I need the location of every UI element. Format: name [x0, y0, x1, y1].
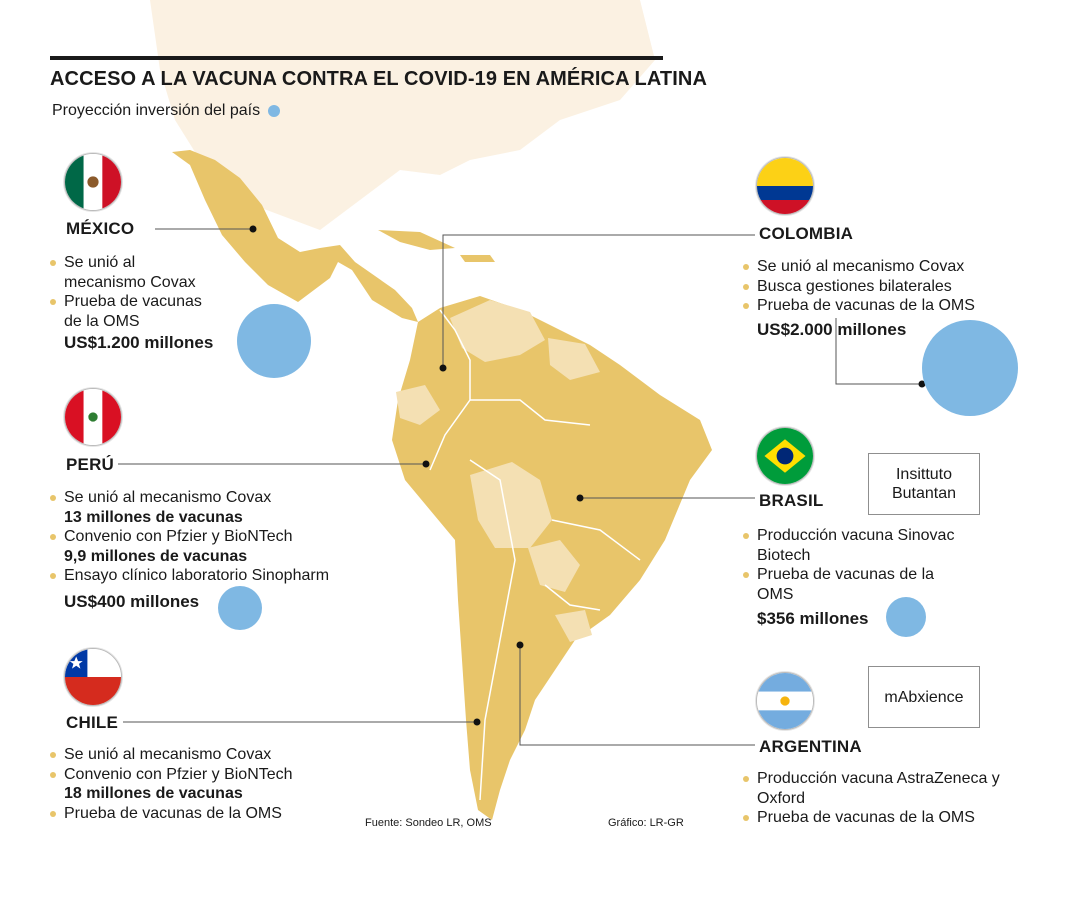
country-name-mexico: MÉXICO: [66, 219, 135, 238]
bolivia-shape: [470, 462, 552, 548]
country-name-colombia: COLOMBIA: [759, 224, 854, 243]
chile-item-3: 18 millones de vacunas: [64, 785, 243, 802]
country-name-chile: CHILE: [66, 713, 118, 732]
brasil-marker: [576, 494, 584, 502]
paraguay-shape: [528, 540, 580, 592]
caribbean-island-shape: [460, 255, 495, 262]
mexico-amount: US$1.200 millones: [64, 333, 214, 352]
cuba-shape: [378, 230, 455, 250]
peru-item-3: Convenio con Pfzier y BioNTech: [50, 527, 370, 547]
peru-amount: US$400 millones: [64, 592, 200, 611]
peru-item-5: Ensayo clínico laboratorio Sinopharm: [50, 566, 370, 586]
uruguay-shape: [555, 610, 592, 642]
argentina-marker: [516, 641, 524, 649]
argentina-item-1: Producción vacuna AstraZeneca y Oxford: [743, 769, 1043, 808]
argentina-lab-box: mAbxience: [868, 666, 980, 728]
chile-item-4: Prueba de vacunas de la OMS: [50, 804, 370, 824]
mexico-items: Se unió al mecanismo Covax Prueba de vac…: [50, 253, 210, 331]
peru-item-2: 13 millones de vacunas: [64, 508, 243, 526]
peru-item-4: 9,9 millones de vacunas: [64, 547, 248, 565]
brasil-item-1: Producción vacuna Sinovac Biotech: [743, 526, 973, 565]
chile-item-1: Se unió al mecanismo Covax: [50, 745, 370, 765]
flag-colombia-icon: [756, 157, 814, 215]
brasil-item-2: Prueba de vacunas de la OMS: [743, 565, 973, 604]
colombia-item-2: Busca gestiones bilaterales: [743, 277, 1023, 297]
country-name-brasil: BRASIL: [759, 491, 824, 510]
mexico-shape: [172, 150, 418, 322]
colombia-marker: [439, 364, 447, 372]
flag-chile-icon: [64, 648, 122, 706]
chile-items: Se unió al mecanismo Covax Convenio con …: [50, 745, 370, 823]
chile-item-2: Convenio con Pfzier y BioNTech: [50, 765, 370, 785]
mexico-item-2: Prueba de vacunas de la OMS: [50, 292, 210, 331]
page-title: ACCESO A LA VACUNA CONTRA EL COVID-19 EN…: [50, 68, 707, 90]
colombia-item-3: Prueba de vacunas de la OMS: [743, 296, 1023, 316]
credit-note: Gráfico: LR-GR: [608, 817, 684, 829]
brasil-investment-bubble: [886, 597, 926, 637]
flag-argentina-icon: [756, 672, 814, 730]
brasil-lab-box: Insittuto Butantan: [868, 453, 980, 515]
argentina-item-2: Prueba de vacunas de la OMS: [743, 808, 1043, 828]
venezuela-shape: [450, 300, 545, 362]
guianas-shape: [548, 338, 600, 380]
flag-brasil-icon: [756, 427, 814, 485]
argentina-items: Producción vacuna AstraZeneca y Oxford P…: [743, 769, 1043, 828]
colombia-leader-line: [442, 234, 755, 368]
peru-items: Se unió al mecanismo Covax 13 millones d…: [50, 488, 370, 586]
mexico-marker: [249, 225, 257, 233]
title-rule: [50, 56, 663, 60]
brasil-amount: $356 millones: [757, 609, 869, 628]
flag-peru-icon: [64, 388, 122, 446]
chile-marker: [473, 718, 481, 726]
peru-marker: [422, 460, 430, 468]
source-note: Fuente: Sondeo LR, OMS: [365, 817, 492, 829]
mexico-investment-bubble: [237, 304, 311, 378]
brasil-items: Producción vacuna Sinovac Biotech Prueba…: [743, 526, 973, 604]
legend: Proyección inversión del país: [52, 102, 281, 120]
peru-investment-bubble: [218, 586, 262, 630]
legend-label: Proyección inversión del país: [52, 102, 261, 119]
colombia-amount: US$2.000 millones: [757, 320, 907, 339]
colombia-bubble-leader-line: [835, 318, 922, 385]
country-name-peru: PERÚ: [66, 455, 115, 474]
mexico-item-1: Se unió al mecanismo Covax: [50, 253, 210, 292]
flag-mexico-icon: [64, 153, 122, 211]
legend-bubble-icon: [268, 105, 281, 117]
ecuador-shape: [396, 385, 440, 425]
colombia-item-1: Se unió al mecanismo Covax: [743, 257, 1023, 277]
peru-item-1: Se unió al mecanismo Covax: [50, 488, 370, 508]
colombia-investment-bubble: [922, 320, 1018, 416]
argentina-leader-line: [519, 645, 755, 746]
colombia-items: Se unió al mecanismo Covax Busca gestion…: [743, 257, 1023, 316]
country-name-argentina: ARGENTINA: [759, 737, 862, 756]
